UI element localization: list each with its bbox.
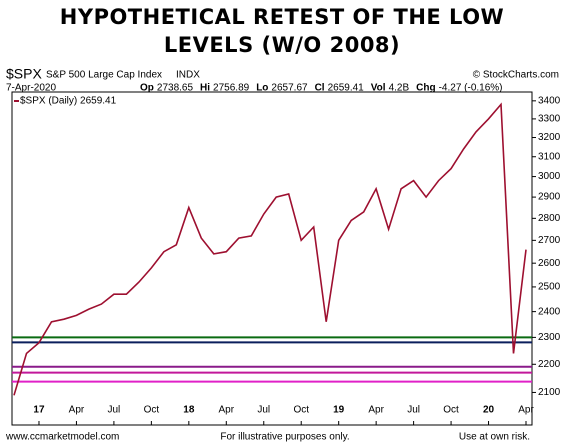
x-tick-label: Apr [368,405,384,416]
quote-label: Op [140,83,154,94]
x-tick-label: Apr [69,405,85,416]
x-tick-label: Jul [257,405,270,416]
x-tick-label: 17 [33,405,45,416]
y-tick-label: 3100 [538,151,561,162]
x-tick-label: Jul [407,405,420,416]
symbol: $SPX [6,66,42,82]
quote-value: 2659.41 [328,83,365,94]
quote-label: Hi [200,83,210,94]
chart-title: LEVELS (W/O 2008) [164,33,400,57]
price-line [13,102,527,396]
y-tick-label: 3200 [538,132,561,143]
y-tick-label: 2100 [538,387,561,398]
quote-label: Lo [256,83,268,94]
plot-frame [11,91,533,426]
footer: For illustrative purposes only. [220,432,349,443]
quote-label: Cl [315,83,325,94]
x-tick-label: Oct [144,405,160,416]
quote-value: 2738.65 [157,83,194,94]
x-tick-label: Oct [293,405,309,416]
y-tick-label: 2700 [538,235,561,246]
exchange: INDX [176,70,200,81]
x-tick-label: 19 [333,405,345,416]
x-tick-label: 18 [183,405,195,416]
x-tick-label: 20 [483,405,495,416]
y-tick-label: 3000 [538,171,561,182]
footer: Use at own risk. [459,432,530,443]
quote-value: 2657.67 [271,83,308,94]
y-tick-label: 2300 [538,332,561,343]
quote-value: 2756.89 [213,83,250,94]
y-tick-label: 2200 [538,359,561,370]
y-tick-label: 3400 [538,95,561,106]
source: © StockCharts.com [473,70,559,81]
x-tick-label: Apr [518,405,534,416]
y-tick-label: 2400 [538,306,561,317]
index-name: S&P 500 Large Cap Index [46,70,162,81]
y-tick-label: 3300 [538,114,561,125]
x-tick-label: Apr [219,405,235,416]
y-tick-label: 2600 [538,258,561,269]
quote-value: -4.27 (-0.16%) [439,83,503,94]
quote-label: Chg [416,83,435,94]
quote-label: Vol [371,83,386,94]
chart-title: HYPOTHETICAL RETEST OF THE LOW [60,5,504,29]
y-tick-label: 2900 [538,192,561,203]
date: 7-Apr-2020 [6,83,56,94]
x-tick-label: Jul [108,405,121,416]
y-tick-label: 2800 [538,213,561,224]
x-tick-label: Oct [443,405,459,416]
legend-label: $SPX (Daily) 2659.41 [20,96,117,107]
y-tick-label: 2500 [538,282,561,293]
footer: www.ccmarketmodel.com [5,432,119,443]
quote-value: 4.2B [389,83,410,94]
